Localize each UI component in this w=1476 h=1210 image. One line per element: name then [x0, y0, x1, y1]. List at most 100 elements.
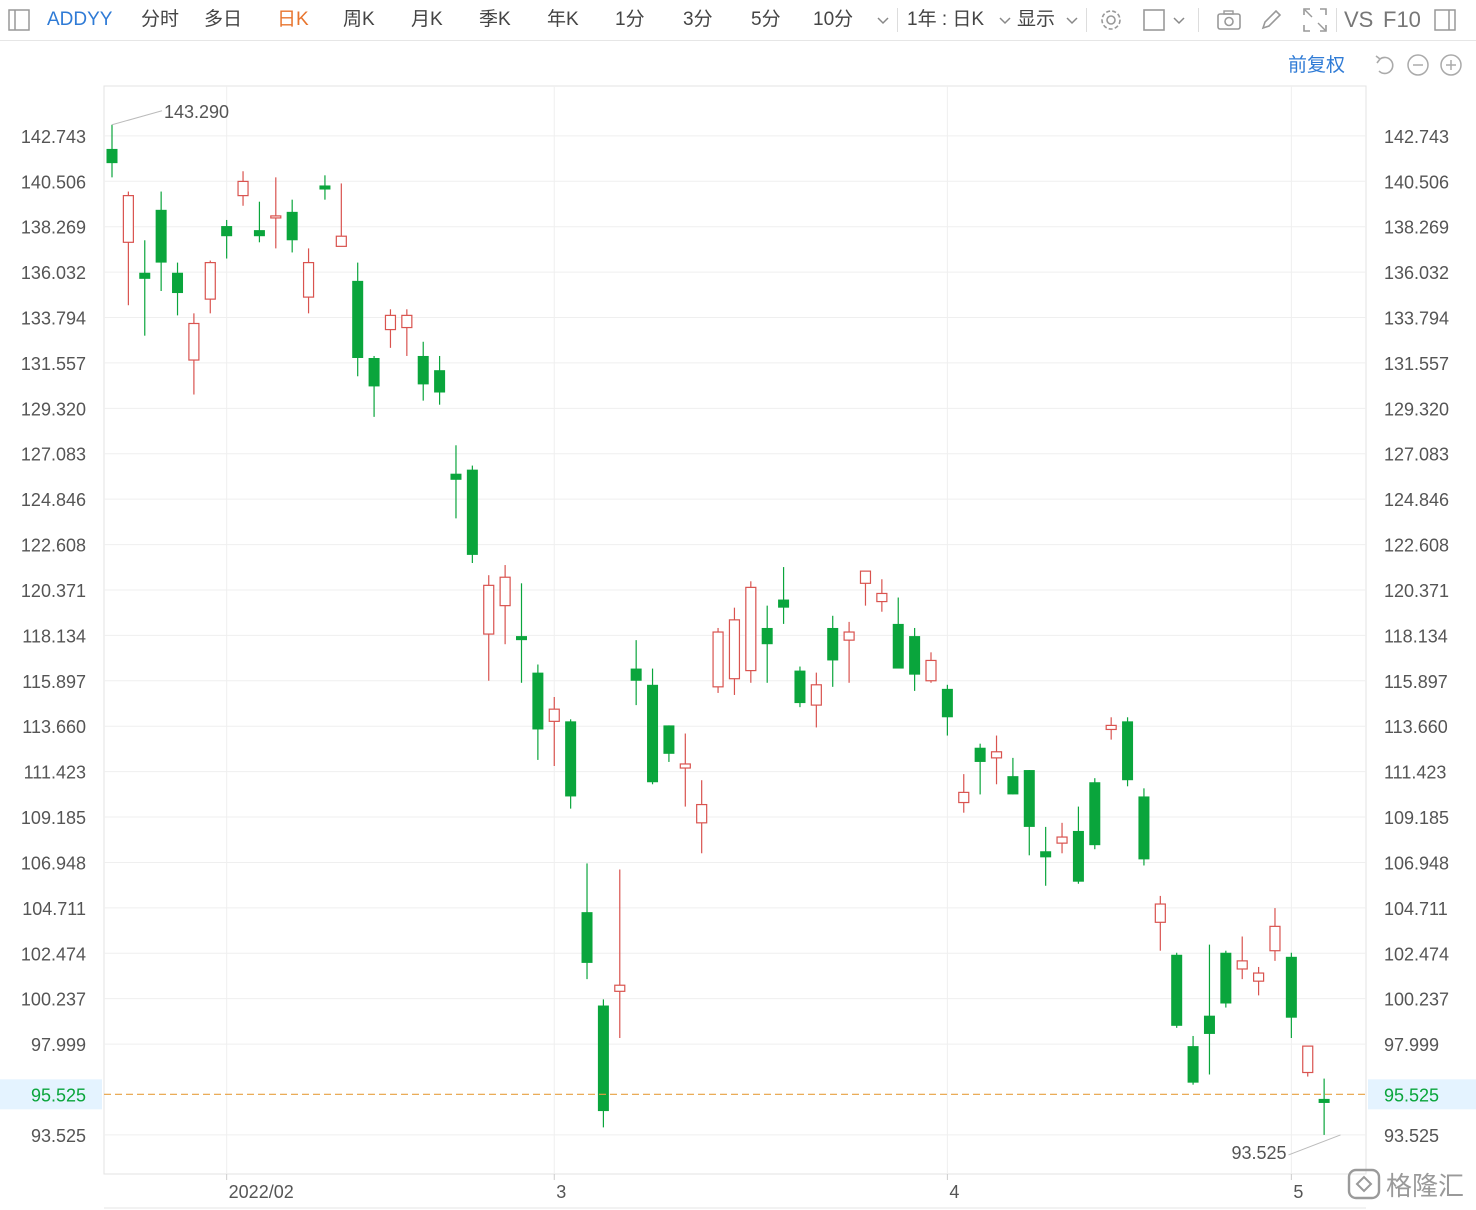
candle[interactable]: [892, 597, 904, 669]
candle[interactable]: [1220, 950, 1232, 1008]
candle[interactable]: [859, 570, 872, 606]
candle[interactable]: [728, 607, 741, 695]
candle[interactable]: [1089, 778, 1101, 850]
candle[interactable]: [1007, 757, 1019, 795]
candle[interactable]: [663, 725, 675, 762]
tab-period-yearly[interactable]: 年K: [547, 9, 579, 30]
range-chevron-icon[interactable]: [996, 12, 1014, 30]
candle[interactable]: [565, 719, 577, 809]
candle[interactable]: [778, 567, 790, 624]
candle[interactable]: [417, 341, 429, 401]
candle[interactable]: [466, 465, 478, 564]
candle[interactable]: [1269, 908, 1281, 961]
tab-period-daily[interactable]: 日K: [277, 9, 309, 30]
candle[interactable]: [286, 199, 298, 253]
rectangle-chevron-icon[interactable]: [1170, 12, 1188, 30]
zoom-in-icon[interactable]: [1439, 53, 1463, 77]
tab-period-multiday[interactable]: 多日: [204, 9, 243, 30]
dropdown-chevron-icon[interactable]: [874, 12, 892, 30]
tab-period-5min[interactable]: 5分: [751, 9, 781, 30]
candle[interactable]: [1171, 952, 1183, 1028]
candle[interactable]: [827, 615, 839, 687]
candle[interactable]: [237, 171, 249, 206]
candle[interactable]: [745, 581, 757, 683]
candle[interactable]: [794, 666, 806, 708]
candle[interactable]: [270, 177, 282, 249]
candle[interactable]: [188, 313, 200, 395]
candle[interactable]: [532, 664, 544, 760]
ticker-symbol[interactable]: ADDYY: [47, 9, 113, 30]
price-adjust-button[interactable]: 前复权: [1288, 55, 1346, 76]
candle[interactable]: [401, 309, 413, 356]
candle[interactable]: [335, 183, 347, 247]
candle[interactable]: [434, 355, 446, 405]
tab-period-3min[interactable]: 3分: [683, 9, 713, 30]
candle[interactable]: [1318, 1078, 1330, 1135]
candle[interactable]: [450, 445, 462, 519]
candle[interactable]: [1056, 822, 1068, 854]
candle[interactable]: [1023, 770, 1035, 856]
tab-period-weekly[interactable]: 周K: [343, 9, 375, 30]
candle[interactable]: [647, 668, 659, 785]
candle[interactable]: [696, 780, 708, 854]
candle[interactable]: [1040, 826, 1052, 886]
tab-period-quarterly[interactable]: 季K: [479, 9, 511, 30]
tab-period-monthly[interactable]: 月K: [411, 9, 443, 30]
candle[interactable]: [352, 262, 364, 377]
candle[interactable]: [909, 627, 921, 691]
candle[interactable]: [1105, 717, 1117, 740]
candle[interactable]: [597, 999, 609, 1128]
tab-period-1min[interactable]: 1分: [615, 9, 645, 30]
range-select[interactable]: 1年 : 日K: [907, 9, 985, 30]
candle[interactable]: [1187, 1035, 1199, 1085]
rectangle-icon[interactable]: [1141, 6, 1169, 34]
fullscreen-icon[interactable]: [1301, 6, 1329, 34]
candle[interactable]: [483, 575, 495, 681]
camera-icon[interactable]: [1215, 6, 1243, 34]
candle[interactable]: [499, 565, 511, 645]
candle[interactable]: [1154, 895, 1166, 951]
undo-icon[interactable]: [1373, 53, 1397, 77]
candle[interactable]: [876, 579, 888, 612]
candle[interactable]: [516, 583, 527, 683]
candle[interactable]: [843, 621, 855, 683]
candle[interactable]: [384, 309, 397, 348]
candle[interactable]: [204, 260, 216, 314]
candle[interactable]: [679, 733, 691, 807]
display-chevron-icon[interactable]: [1063, 12, 1081, 30]
candle[interactable]: [155, 191, 167, 292]
candle[interactable]: [712, 627, 724, 693]
candle[interactable]: [581, 863, 593, 980]
gear-icon[interactable]: [1097, 6, 1125, 34]
pencil-icon[interactable]: [1257, 6, 1285, 34]
candle[interactable]: [958, 774, 970, 813]
sidebar-icon[interactable]: [6, 7, 32, 33]
vs-button[interactable]: VS: [1344, 7, 1374, 32]
candle[interactable]: [1285, 952, 1297, 1038]
f10-button[interactable]: F10: [1383, 7, 1421, 32]
candle[interactable]: [974, 743, 986, 795]
candle[interactable]: [810, 672, 822, 728]
candle[interactable]: [139, 240, 151, 336]
candle[interactable]: [319, 175, 331, 200]
candle[interactable]: [172, 262, 184, 316]
candle[interactable]: [630, 640, 642, 706]
candle[interactable]: [1302, 1045, 1314, 1077]
candle[interactable]: [122, 191, 134, 306]
candle[interactable]: [221, 219, 233, 259]
display-select[interactable]: 显示: [1017, 9, 1056, 30]
candle[interactable]: [1203, 944, 1215, 1075]
candle[interactable]: [941, 684, 953, 736]
candle[interactable]: [1236, 936, 1248, 980]
candle[interactable]: [253, 201, 265, 243]
zoom-out-icon[interactable]: [1406, 53, 1430, 77]
candle[interactable]: [1122, 717, 1134, 787]
candle[interactable]: [1072, 806, 1084, 884]
candle[interactable]: [302, 248, 315, 314]
candle[interactable]: [548, 696, 560, 766]
candle[interactable]: [368, 355, 380, 417]
tab-period-intraday[interactable]: 分时: [141, 9, 180, 30]
candle[interactable]: [106, 124, 118, 178]
candle[interactable]: [925, 652, 937, 683]
